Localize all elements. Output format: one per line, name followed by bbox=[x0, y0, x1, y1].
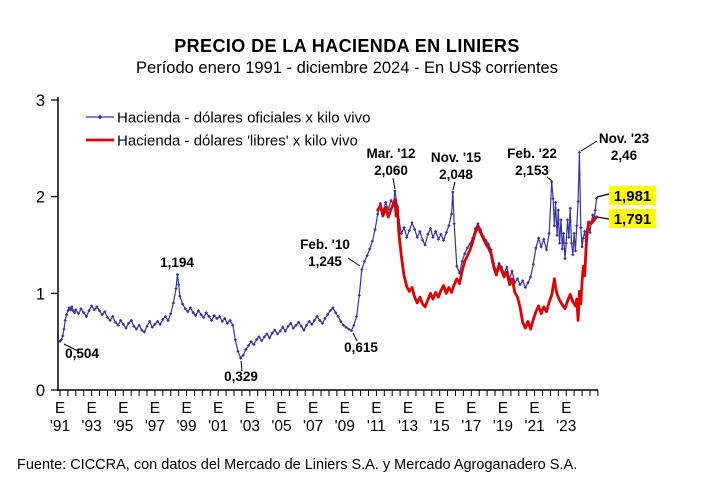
chart-subtitle: Período enero 1991 - diciembre 2024 - En… bbox=[136, 59, 558, 77]
annotation-label: 0,329 bbox=[224, 369, 258, 384]
annotation-label: 1,194 bbox=[160, 255, 194, 270]
x-tick-label-year: '03 bbox=[240, 418, 260, 435]
x-tick-label-month: E bbox=[118, 400, 128, 417]
end-label-leader bbox=[596, 216, 610, 220]
chart-title: PRECIO DE LA HACIENDA EN LINIERS bbox=[174, 36, 520, 56]
annotation-leader bbox=[63, 343, 79, 352]
legend-label-libre: Hacienda - dólares 'libres' x kilo vivo bbox=[117, 133, 358, 150]
annotation-leader bbox=[240, 360, 243, 372]
x-tick-label-month: E bbox=[245, 400, 255, 417]
x-tick-label-month: E bbox=[276, 400, 286, 417]
legend-marker-official bbox=[97, 114, 103, 120]
y-tick-label: 1 bbox=[36, 285, 45, 303]
x-tick-label-year: '19 bbox=[493, 418, 513, 435]
legend-label-official: Hacienda - dólares oficiales x kilo vivo bbox=[117, 110, 370, 127]
annotation-leader bbox=[546, 176, 553, 182]
x-tick-label-year: '09 bbox=[335, 418, 355, 435]
x-tick-label-month: E bbox=[308, 400, 318, 417]
x-tick-label-year: '17 bbox=[461, 418, 481, 435]
x-tick-label-year: '07 bbox=[303, 418, 323, 435]
annotation-leader bbox=[352, 332, 358, 342]
x-tick-label-month: E bbox=[435, 400, 445, 417]
annotation-label: Mar. '12 bbox=[367, 146, 416, 161]
x-tick-label-month: E bbox=[498, 400, 508, 417]
x-tick-label-year: '93 bbox=[82, 418, 102, 435]
x-tick-label-month: E bbox=[86, 400, 96, 417]
annotation-label: 2,060 bbox=[374, 163, 408, 178]
x-tick-label-month: E bbox=[529, 400, 539, 417]
x-tick-label-year: '91 bbox=[50, 418, 70, 435]
y-tick-label: 0 bbox=[36, 382, 45, 400]
annotation-leader bbox=[347, 257, 361, 267]
x-tick-label-month: E bbox=[371, 400, 381, 417]
end-label-leader bbox=[596, 193, 610, 198]
annotation-label: Nov. '23 bbox=[599, 131, 650, 146]
x-tick-label-month: E bbox=[403, 400, 413, 417]
annotation-leader bbox=[392, 177, 396, 190]
x-tick-label-month: E bbox=[55, 400, 65, 417]
y-tick-label: 3 bbox=[36, 92, 45, 110]
annotation-label: 2,46 bbox=[611, 148, 638, 163]
x-tick-label-month: E bbox=[181, 400, 191, 417]
series-line-libre bbox=[376, 198, 598, 331]
x-tick-label-year: '99 bbox=[176, 418, 196, 435]
x-tick-label-year: '21 bbox=[524, 418, 544, 435]
annotation-leader bbox=[452, 181, 456, 191]
source-note: Fuente: CICCRA, con datos del Mercado de… bbox=[17, 457, 578, 473]
annotation-label: 2,048 bbox=[439, 167, 473, 182]
x-tick-label-month: E bbox=[561, 400, 571, 417]
x-tick-label-month: E bbox=[213, 400, 223, 417]
x-tick-label-month: E bbox=[340, 400, 350, 417]
x-tick-label-year: '11 bbox=[367, 418, 386, 435]
annotation-label: 0,504 bbox=[65, 346, 99, 361]
x-tick-label-month: E bbox=[466, 400, 476, 417]
end-value-highlight-libre bbox=[609, 209, 656, 228]
end-value-highlight-official bbox=[609, 186, 656, 205]
annotation-label: 1,245 bbox=[308, 254, 342, 269]
annotation-leader bbox=[580, 140, 598, 152]
annotation-label: Feb. '22 bbox=[507, 146, 557, 161]
x-tick-label-year: '15 bbox=[430, 418, 450, 435]
end-value-label-libre: 1,791 bbox=[614, 211, 652, 228]
x-tick-label-year: '05 bbox=[271, 418, 291, 435]
annotation-label: Nov. '15 bbox=[431, 150, 482, 165]
x-tick-label-year: '01 bbox=[208, 418, 228, 435]
annotation-label: Feb. '10 bbox=[300, 237, 350, 252]
y-tick-label: 2 bbox=[36, 189, 45, 207]
annotation-label: 0,615 bbox=[344, 340, 378, 355]
x-tick-label-year: '13 bbox=[398, 418, 418, 435]
x-tick-label-year: '95 bbox=[113, 418, 133, 435]
x-tick-label-month: E bbox=[150, 400, 160, 417]
x-tick-label-year: '97 bbox=[145, 418, 165, 435]
x-tick-label-year: '23 bbox=[556, 418, 576, 435]
annotation-label: 2,153 bbox=[515, 163, 549, 178]
end-value-label-official: 1,981 bbox=[614, 188, 652, 205]
